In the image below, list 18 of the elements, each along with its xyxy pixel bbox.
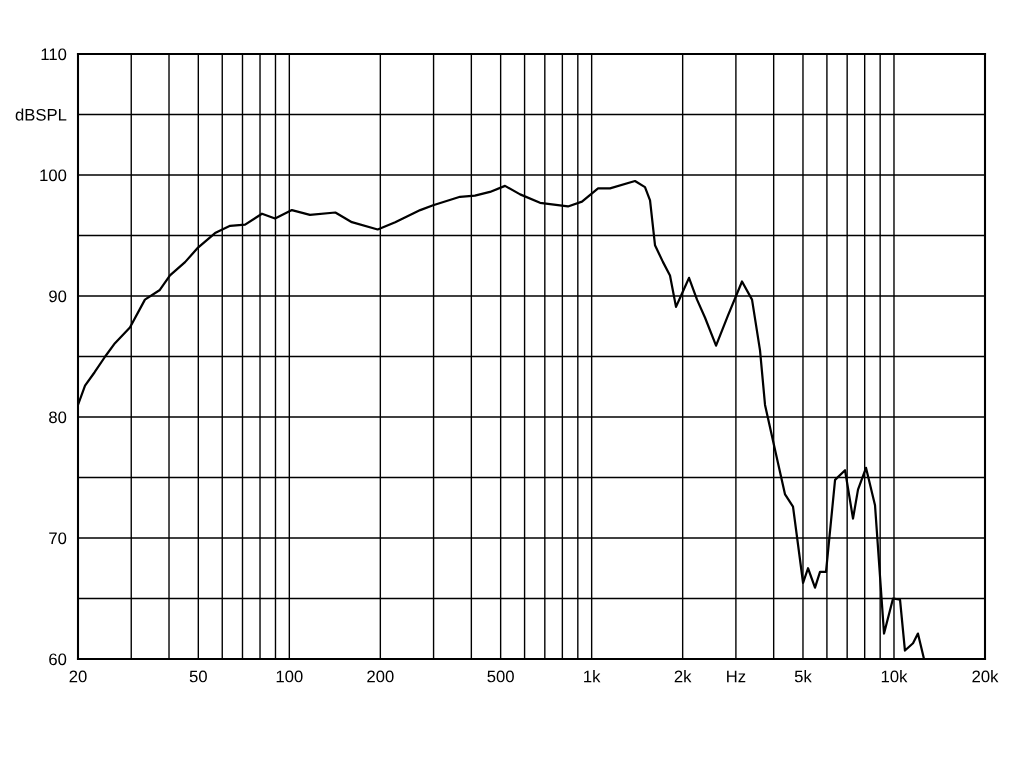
x-tick-label: 10k xyxy=(881,670,908,683)
x-tick-label: 2k xyxy=(674,670,692,683)
x-tick-label: 50 xyxy=(189,670,207,683)
y-tick-label: dBSPL xyxy=(15,108,67,121)
x-tick-label: 100 xyxy=(276,670,303,683)
y-tick-label: 90 xyxy=(49,290,67,303)
y-tick-label: 80 xyxy=(49,411,67,424)
x-tick-label: 20k xyxy=(972,670,999,683)
y-tick-label: 70 xyxy=(49,532,67,545)
x-tick-label: 200 xyxy=(367,670,394,683)
x-tick-label: 5k xyxy=(794,670,812,683)
x-tick-label: 500 xyxy=(487,670,514,683)
x-tick-label: 1k xyxy=(584,670,601,683)
x-tick-label: 20 xyxy=(69,670,87,683)
x-tick-label: Hz xyxy=(727,670,746,683)
y-tick-label: 60 xyxy=(49,653,67,666)
y-tick-label: 100 xyxy=(40,169,67,182)
y-tick-label: 110 xyxy=(41,48,67,61)
